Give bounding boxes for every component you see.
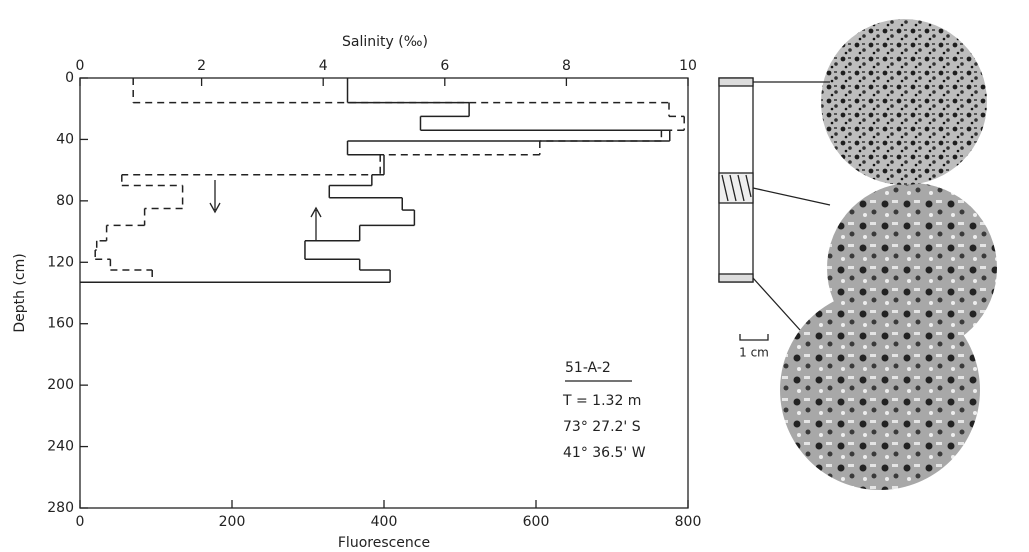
x2-tick-label: 10 bbox=[679, 58, 697, 74]
photo-middle bbox=[827, 183, 997, 353]
y-tick-label: 240 bbox=[47, 439, 74, 455]
arrow-down bbox=[209, 180, 221, 214]
x2-tick-label: 8 bbox=[562, 58, 571, 74]
x-tick-label: 0 bbox=[76, 514, 85, 530]
x2-tick-label: 2 bbox=[197, 58, 206, 74]
y-tick-label: 40 bbox=[56, 131, 74, 147]
x2-tick-label: 6 bbox=[440, 58, 449, 74]
y-tick-label: 120 bbox=[47, 254, 74, 270]
y-tick-label: 200 bbox=[47, 377, 74, 393]
y-tick-label: 0 bbox=[65, 70, 74, 86]
y-tick-label: 280 bbox=[47, 500, 74, 516]
axes bbox=[79, 77, 689, 509]
x-tick-label: 600 bbox=[523, 514, 550, 530]
x2-tick-label: 4 bbox=[319, 58, 328, 74]
x-axis-title: Fluorescence bbox=[338, 535, 430, 551]
scale-label: 1 cm bbox=[739, 346, 769, 360]
x-tick-label: 800 bbox=[675, 514, 702, 530]
top-axis-title: Salinity (‰) bbox=[342, 34, 428, 50]
annotation-line: 73° 27.2' S bbox=[563, 419, 641, 435]
photo-top bbox=[821, 19, 987, 185]
y-tick-label: 160 bbox=[47, 316, 74, 332]
arrow-up bbox=[310, 206, 322, 240]
annotation-line: T = 1.32 m bbox=[562, 393, 641, 409]
annotation-title: 51-A-2 bbox=[565, 360, 611, 376]
x-tick-label: 200 bbox=[219, 514, 246, 530]
annotation-line: 41° 36.5' W bbox=[563, 445, 646, 461]
x-tick-label: 400 bbox=[371, 514, 398, 530]
core-diagram bbox=[718, 77, 831, 341]
photo-group bbox=[780, 19, 997, 490]
y-axis-title: Depth (cm) bbox=[12, 253, 28, 332]
x2-tick-label: 0 bbox=[76, 58, 85, 74]
y-tick-label: 80 bbox=[56, 193, 74, 209]
